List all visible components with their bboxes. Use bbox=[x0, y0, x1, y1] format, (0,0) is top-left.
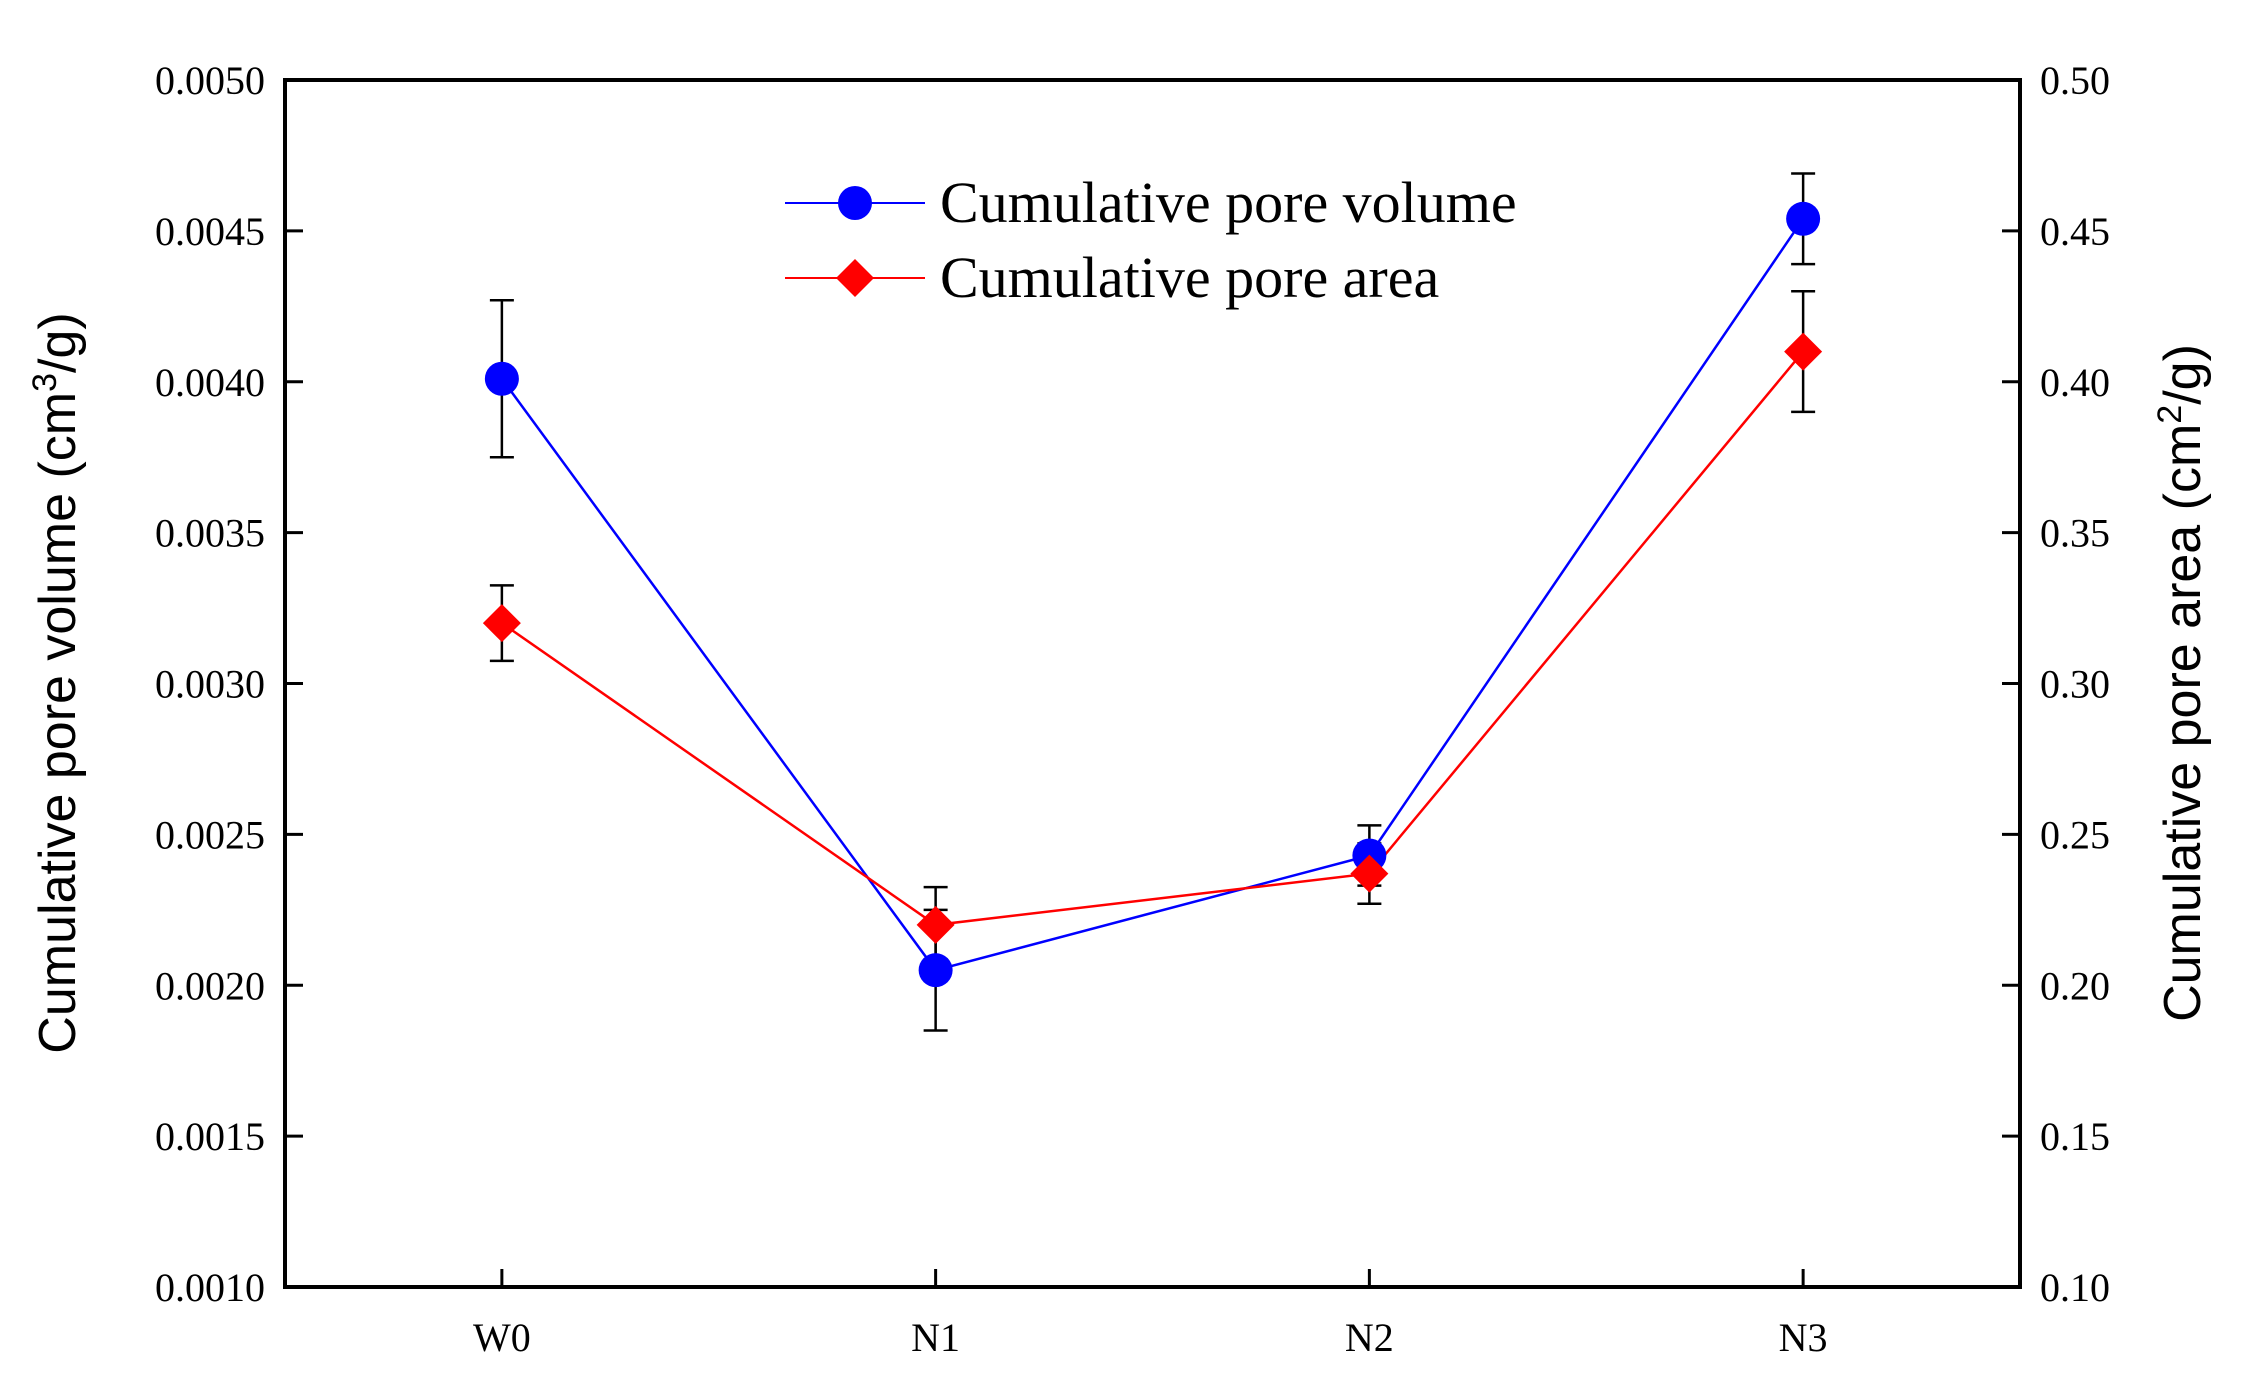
legend-label-volume: Cumulative pore volume bbox=[940, 170, 1517, 235]
data-point-area bbox=[482, 604, 521, 643]
left-axis-title-sup: 3 bbox=[26, 373, 64, 392]
left-axis-title: Cumulative pore volume (cm3/g) bbox=[26, 312, 87, 1053]
right-axis-title-sup: 2 bbox=[2151, 405, 2189, 424]
left-tick-label: 0.0035 bbox=[155, 511, 265, 556]
legend-marker-area bbox=[836, 259, 874, 297]
right-tick-label: 0.10 bbox=[2040, 1265, 2110, 1310]
left-tick-label: 0.0015 bbox=[155, 1114, 265, 1159]
x-tick-label: N2 bbox=[1345, 1315, 1394, 1360]
legend-label-area: Cumulative pore area bbox=[940, 245, 1439, 310]
x-tick-label: W0 bbox=[473, 1315, 531, 1360]
right-tick-label: 0.25 bbox=[2040, 812, 2110, 857]
data-point-volume bbox=[484, 361, 519, 396]
data-point-area bbox=[1350, 854, 1389, 893]
right-tick-label: 0.20 bbox=[2040, 963, 2110, 1008]
data-point-area bbox=[1784, 332, 1823, 371]
right-tick-label: 0.30 bbox=[2040, 662, 2110, 707]
data-point-volume bbox=[1786, 201, 1821, 236]
left-axis-title-suffix: /g) bbox=[29, 312, 87, 373]
left-tick-label: 0.0030 bbox=[155, 662, 265, 707]
legend-marker-volume bbox=[838, 186, 872, 220]
data-point-volume bbox=[918, 953, 953, 988]
left-tick-label: 0.0010 bbox=[155, 1265, 265, 1310]
x-tick-label: N1 bbox=[911, 1315, 960, 1360]
data-point-area bbox=[916, 905, 955, 944]
right-tick-label: 0.40 bbox=[2040, 360, 2110, 405]
left-tick-label: 0.0040 bbox=[155, 360, 265, 405]
x-tick-label: N3 bbox=[1779, 1315, 1828, 1360]
right-tick-label: 0.45 bbox=[2040, 209, 2110, 254]
left-tick-label: 0.0025 bbox=[155, 812, 265, 857]
right-axis-title-prefix: Cumulative pore area (cm bbox=[2154, 424, 2212, 1022]
left-tick-label: 0.0045 bbox=[155, 209, 265, 254]
left-axis-title-prefix: Cumulative pore volume (cm bbox=[29, 392, 87, 1054]
right-axis-title: Cumulative pore area (cm2/g) bbox=[2151, 344, 2212, 1022]
right-tick-label: 0.35 bbox=[2040, 511, 2110, 556]
series-line-0 bbox=[500, 218, 1805, 972]
left-tick-label: 0.0050 bbox=[155, 58, 265, 103]
right-tick-label: 0.50 bbox=[2040, 58, 2110, 103]
right-tick-label: 0.15 bbox=[2040, 1114, 2110, 1159]
right-axis-title-suffix: /g) bbox=[2154, 344, 2212, 405]
legend: Cumulative pore volume Cumulative pore a… bbox=[785, 170, 1517, 310]
left-tick-label: 0.0020 bbox=[155, 963, 265, 1008]
series-line-1 bbox=[501, 350, 1805, 927]
